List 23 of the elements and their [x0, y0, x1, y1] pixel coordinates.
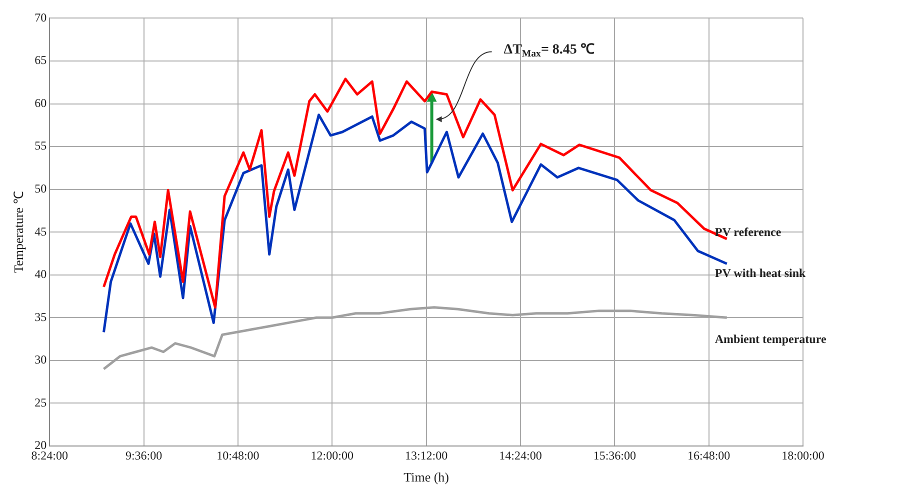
x-tick-label: 14:24:00	[499, 448, 542, 462]
y-tick-label: 30	[34, 352, 47, 367]
x-tick-label: 15:36:00	[593, 448, 636, 462]
x-tick-label: 10:48:00	[216, 448, 260, 462]
y-tick-label: 55	[34, 138, 47, 153]
series-label: PV reference	[714, 225, 782, 240]
y-tick-label: 70	[34, 10, 47, 24]
y-tick-label: 45	[34, 224, 47, 238]
y-tick-label: 50	[34, 181, 47, 196]
x-tick-label: 16:48:00	[687, 448, 730, 462]
y-tick-label: 25	[34, 395, 47, 410]
y-tick-label: 35	[34, 310, 47, 324]
x-tick-label: 13:12:00	[404, 448, 448, 462]
y-axis-title: Temperature ℃	[11, 191, 26, 273]
series-label: Ambient temperature	[714, 332, 827, 346]
x-tick-label: 18:00:00	[782, 448, 824, 462]
y-tick-label: 65	[34, 53, 47, 68]
y-tick-label: 40	[34, 267, 47, 282]
series-label: PV with heat sink	[714, 266, 806, 280]
x-axis-title: Time (h)	[404, 470, 449, 485]
y-tick-label: 60	[34, 96, 47, 110]
x-tick-label: 12:00:00	[310, 448, 354, 462]
x-tick-label: 9:36:00	[125, 448, 162, 462]
